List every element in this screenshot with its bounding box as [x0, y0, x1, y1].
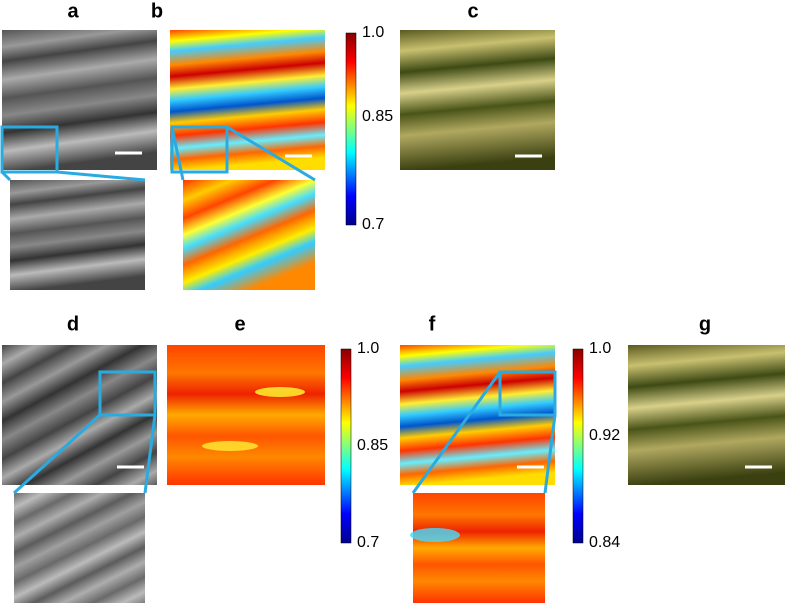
colorbar-tick-label: 0.85: [357, 437, 388, 454]
colorbar-tick-label: 0.7: [362, 216, 384, 233]
colorbar-tick-label: 0.84: [589, 534, 620, 551]
inset-line: [170, 126, 185, 181]
colorbar-tick-label: 1.0: [362, 24, 384, 41]
inset-line: [56, 170, 146, 182]
zoom-image: [183, 180, 315, 290]
colorbar-tick-label: 0.92: [589, 427, 620, 444]
colorbar: [340, 348, 352, 544]
zoom-image: [10, 180, 145, 290]
zoom-image: [14, 493, 145, 603]
inset-line: [411, 371, 502, 494]
panel-label: b: [151, 0, 163, 22]
colorbar-tick-label: 1.0: [357, 340, 379, 357]
colorbar: [345, 32, 357, 226]
image: [2, 30, 157, 170]
colorbar-tick-label: 0.7: [357, 534, 379, 551]
inset-line: [0, 170, 12, 182]
inset-box: [98, 370, 157, 417]
zoom-image: [413, 493, 545, 603]
image: [628, 345, 785, 485]
inset-box: [498, 370, 557, 417]
inset-box: [0, 125, 59, 174]
panel-label: c: [467, 0, 478, 22]
image-feature: [255, 387, 305, 397]
image-feature: [410, 528, 460, 542]
inset-box: [170, 125, 229, 174]
inset-line: [543, 414, 557, 494]
panel-label: d: [67, 313, 79, 335]
panel-label: f: [429, 313, 436, 335]
inset-line: [226, 125, 316, 182]
image: [167, 345, 325, 485]
colorbar: [572, 348, 584, 544]
image: [400, 30, 555, 170]
image: [170, 30, 325, 170]
colorbar-tick-label: 0.85: [362, 108, 393, 125]
inset-line: [143, 414, 157, 494]
panel-label: g: [699, 313, 711, 335]
inset-line: [12, 413, 102, 495]
image-feature: [202, 441, 258, 451]
panel-label: a: [67, 0, 79, 22]
colorbar-tick-label: 1.0: [589, 340, 611, 357]
panel-label: e: [234, 313, 245, 335]
